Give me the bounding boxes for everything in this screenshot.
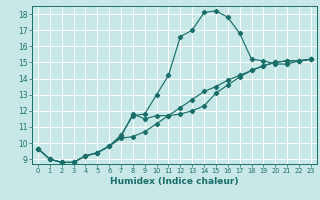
X-axis label: Humidex (Indice chaleur): Humidex (Indice chaleur) <box>110 177 239 186</box>
